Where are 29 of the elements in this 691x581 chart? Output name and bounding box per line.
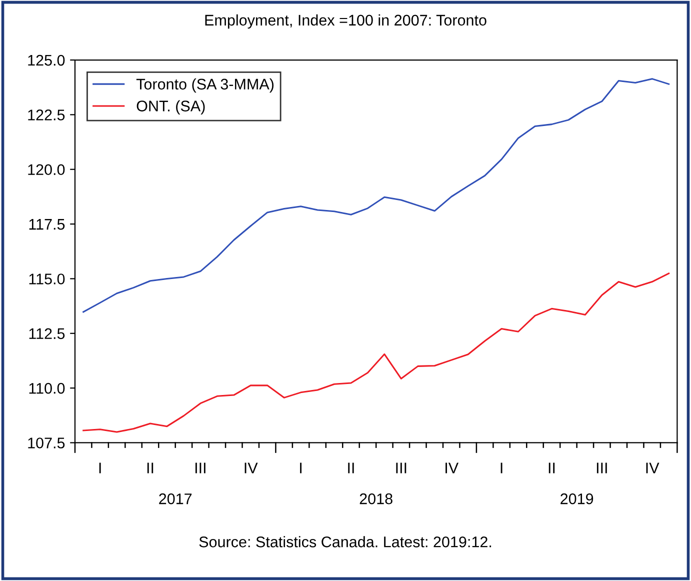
text: 2018 <box>360 493 392 504</box>
y-tick-label: 120.0 <box>28 164 65 176</box>
x-tick-label: II <box>348 462 354 474</box>
x-tick-label: III <box>195 462 206 474</box>
y-tick-label: 122.5 <box>28 110 65 120</box>
x-tick-label: III <box>596 462 607 474</box>
y-tick-label: 107.5 <box>28 438 65 448</box>
text: 2017 <box>159 493 192 504</box>
x-tick-label: I <box>99 462 101 474</box>
x-tick-label: III <box>396 462 406 474</box>
x-tick-label: II <box>147 462 154 474</box>
line-series <box>82 78 670 313</box>
x-tick-label: IV <box>646 462 660 474</box>
text: 2019 <box>560 493 594 504</box>
y-tick-label: 117.5 <box>29 219 65 230</box>
x-tick-label: IV <box>446 462 459 474</box>
source-note: Source: Statistics Canada. Latest: 2019:12. <box>199 536 492 548</box>
x-tick-label: IV <box>244 462 258 474</box>
legend-label: ONT. (SA) <box>136 100 205 114</box>
line-series <box>82 272 670 433</box>
y-tick-label: 112.5 <box>29 328 65 340</box>
x-tick-label: I <box>500 462 502 474</box>
legend-label: Toronto (SA 3-MMA) <box>136 78 274 93</box>
y-tick-label: 115.0 <box>29 274 65 284</box>
y-tick-label: 110.0 <box>29 382 65 394</box>
x-tick-label: I <box>300 462 302 474</box>
x-tick-label: II <box>548 462 555 474</box>
y-tick-label: 125.0 <box>28 54 65 66</box>
chart-title: Employment, Index =100 in 2007: Toronto <box>205 14 486 29</box>
